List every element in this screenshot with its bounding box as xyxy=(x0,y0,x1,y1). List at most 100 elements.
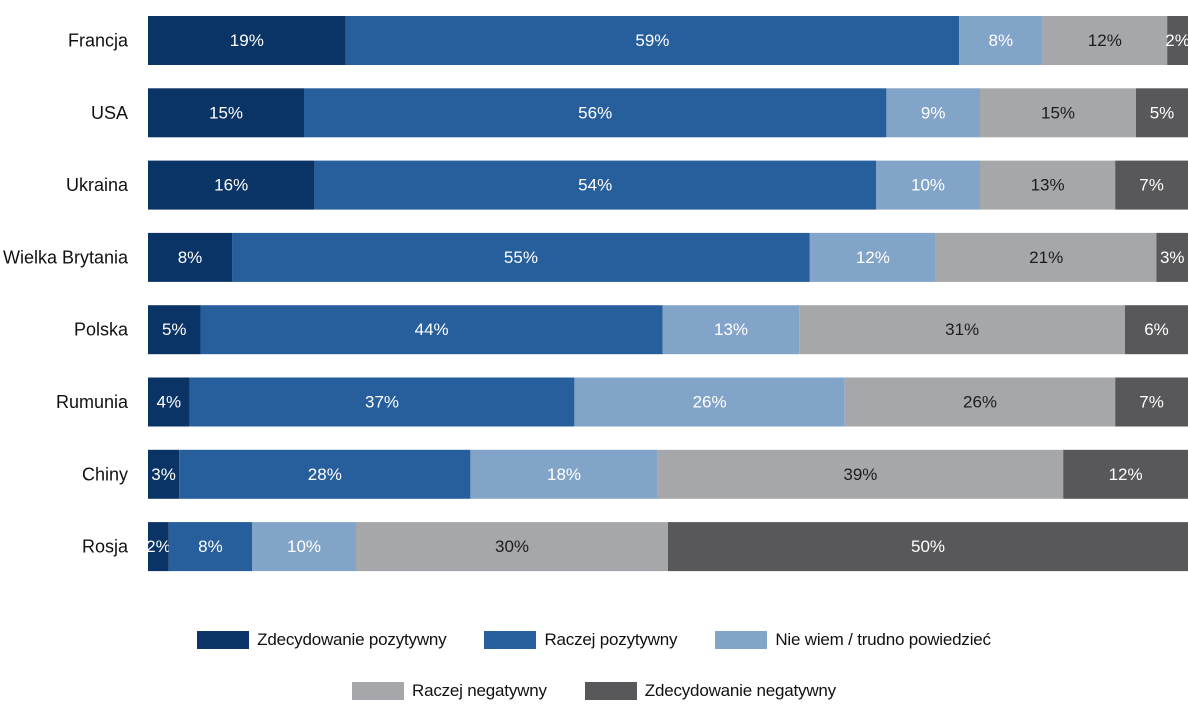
data-label-francja-s0: 19% xyxy=(230,31,264,50)
data-label-chiny-s0: 3% xyxy=(151,465,176,484)
bar-segment-wielka-brytania-s1 xyxy=(232,232,810,282)
bar-segment-rumunia-s0 xyxy=(148,377,190,427)
bar-segment-polska-s2 xyxy=(662,305,800,355)
legend-item-zdecydowanie-negatywny: Zdecydowanie negatywny xyxy=(584,681,836,701)
data-label-rosja-s4: 50% xyxy=(911,537,945,556)
bar-segment-rumunia-s1 xyxy=(189,377,575,427)
bar-segment-polska-s1 xyxy=(200,305,663,355)
bar-segment-polska-s4 xyxy=(1124,305,1188,355)
data-label-polska-s0: 5% xyxy=(162,320,187,339)
category-label-wielka-brytania: Wielka Brytania xyxy=(3,247,129,267)
bar-segment-chiny-s0 xyxy=(148,449,180,499)
data-label-wielka-brytania-s1: 55% xyxy=(504,248,538,267)
bar-segment-francja-s4 xyxy=(1167,16,1188,65)
legend-item-raczej-negatywny: Raczej negatywny xyxy=(352,681,547,701)
bar-segment-rumunia-s2 xyxy=(574,377,845,427)
legend-item-raczej-pozytywny: Raczej pozytywny xyxy=(484,630,678,650)
data-label-chiny-s2: 18% xyxy=(547,465,581,484)
bar-segment-ukraina-s1 xyxy=(314,160,876,210)
data-label-ukraina-s0: 16% xyxy=(214,176,248,195)
data-label-usa-s0: 15% xyxy=(209,103,243,122)
data-label-wielka-brytania-s0: 8% xyxy=(178,248,203,267)
data-label-usa-s2: 9% xyxy=(921,103,946,122)
bar-segment-francja-s1 xyxy=(345,16,960,65)
data-label-chiny-s3: 39% xyxy=(843,465,877,484)
data-label-usa-s1: 56% xyxy=(578,103,612,122)
legend-swatch xyxy=(715,631,768,649)
chart-plot: Francja 19% 59% 8% 12% 2% USA 15% 56% 9% 15% 5% Ukra… xyxy=(3,16,1188,572)
bar-segment-chiny-s2 xyxy=(470,449,658,499)
category-label-usa: USA xyxy=(91,103,128,123)
legend-swatch xyxy=(197,631,250,649)
bar-segment-wielka-brytania-s3 xyxy=(935,232,1157,282)
data-label-rosja-s1: 8% xyxy=(198,537,223,556)
data-label-polska-s4: 6% xyxy=(1144,320,1169,339)
bar-segment-ukraina-s0 xyxy=(148,160,315,210)
bar-segment-francja-s3 xyxy=(1042,16,1168,65)
bar-segment-polska-s0 xyxy=(148,305,201,355)
data-label-usa-s3: 15% xyxy=(1041,103,1075,122)
legend-label: Zdecydowanie negatywny xyxy=(644,681,836,700)
data-label-rumunia-s0: 4% xyxy=(157,393,182,412)
data-label-rosja-s2: 10% xyxy=(287,537,321,556)
category-label-rosja: Rosja xyxy=(82,537,129,557)
bar-segment-rumunia-s4 xyxy=(1115,377,1188,427)
legend-item-nie-wiem: Nie wiem / trudno powiedzieć xyxy=(715,630,991,650)
bar-segment-usa-s4 xyxy=(1136,88,1188,138)
legend-label: Raczej negatywny xyxy=(412,681,547,700)
data-label-chiny-s1: 28% xyxy=(308,465,342,484)
data-label-usa-s4: 5% xyxy=(1150,103,1175,122)
bar-segment-chiny-s4 xyxy=(1063,449,1188,499)
legend-item-zdecydowanie-pozytywny: Zdecydowanie pozytywny xyxy=(197,630,447,650)
data-label-wielka-brytania-s3: 21% xyxy=(1029,248,1063,267)
data-label-wielka-brytania-s2: 12% xyxy=(856,248,890,267)
category-label-francja: Francja xyxy=(68,31,129,51)
data-label-wielka-brytania-s4: 3% xyxy=(1160,248,1185,267)
legend-label: Zdecydowanie pozytywny xyxy=(257,630,447,649)
category-label-chiny: Chiny xyxy=(82,464,128,484)
data-label-ukraina-s3: 13% xyxy=(1031,176,1065,195)
bar-segment-wielka-brytania-s4 xyxy=(1156,232,1188,282)
data-label-francja-s1: 59% xyxy=(635,31,669,50)
data-label-ukraina-s1: 54% xyxy=(578,176,612,195)
data-label-ukraina-s2: 10% xyxy=(911,176,945,195)
data-label-francja-s3: 12% xyxy=(1088,31,1122,50)
legend-swatch xyxy=(352,682,404,700)
bar-segment-rosja-s4 xyxy=(668,522,1188,572)
legend-label: Nie wiem / trudno powiedzieć xyxy=(775,630,991,649)
bar-segment-usa-s3 xyxy=(980,88,1136,138)
category-label-ukraina: Ukraina xyxy=(66,175,129,195)
bar-segment-usa-s1 xyxy=(304,88,887,138)
data-label-polska-s3: 31% xyxy=(945,320,979,339)
bar-segment-rosja-s0 xyxy=(148,522,169,572)
data-label-francja-s4: 2% xyxy=(1165,31,1188,50)
bar-segment-ukraina-s2 xyxy=(876,160,980,210)
bar-segment-rosja-s3 xyxy=(356,522,668,572)
data-label-rumunia-s2: 26% xyxy=(693,393,727,412)
data-label-francja-s2: 8% xyxy=(989,31,1014,50)
data-label-polska-s2: 13% xyxy=(714,320,748,339)
bar-segment-usa-s0 xyxy=(148,88,304,138)
bar-segment-francja-s2 xyxy=(959,16,1043,65)
legend-swatch xyxy=(584,682,637,700)
bar-segment-polska-s3 xyxy=(799,305,1125,355)
data-label-rumunia-s4: 7% xyxy=(1139,393,1164,412)
category-label-polska: Polska xyxy=(74,320,129,340)
data-label-rosja-s3: 30% xyxy=(495,537,529,556)
data-label-ukraina-s4: 7% xyxy=(1139,176,1164,195)
bar-segment-ukraina-s3 xyxy=(980,160,1116,210)
category-label-rumunia: Rumunia xyxy=(56,392,129,412)
data-label-rosja-s0: 2% xyxy=(146,537,171,556)
bar-segment-wielka-brytania-s0 xyxy=(148,232,233,282)
bar-segment-francja-s0 xyxy=(148,16,346,65)
bar-segment-rosja-s1 xyxy=(168,522,252,572)
legend-swatch xyxy=(484,631,537,649)
data-label-rumunia-s1: 37% xyxy=(365,393,399,412)
bar-segment-chiny-s1 xyxy=(179,449,471,499)
legend-label: Raczej pozytywny xyxy=(544,630,678,649)
bar-segment-ukraina-s4 xyxy=(1115,160,1188,210)
bar-segment-wielka-brytania-s2 xyxy=(809,232,936,282)
data-label-polska-s1: 44% xyxy=(415,320,449,339)
legend-row-1: Zdecydowanie pozytywny Raczej pozytywny … xyxy=(0,630,1188,650)
